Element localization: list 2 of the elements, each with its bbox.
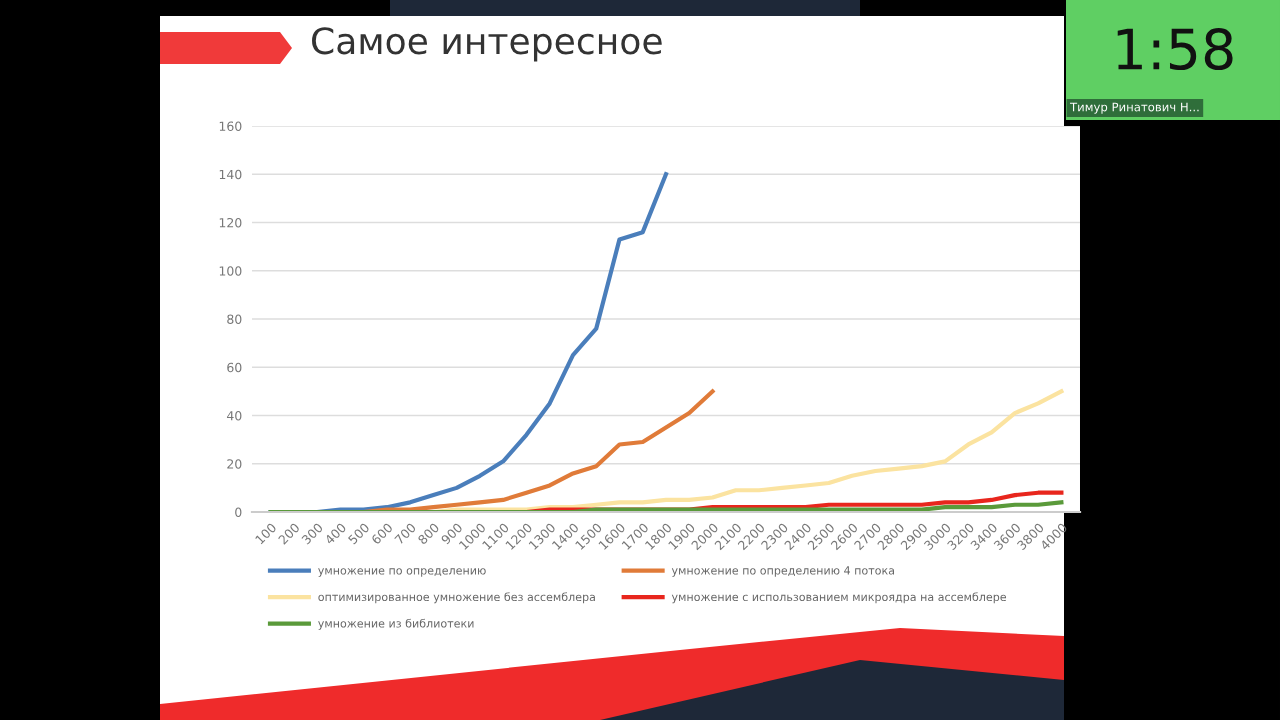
chart-title: Самое интересное — [312, 27, 662, 62]
text: 1:58 — [1117, 28, 1233, 71]
